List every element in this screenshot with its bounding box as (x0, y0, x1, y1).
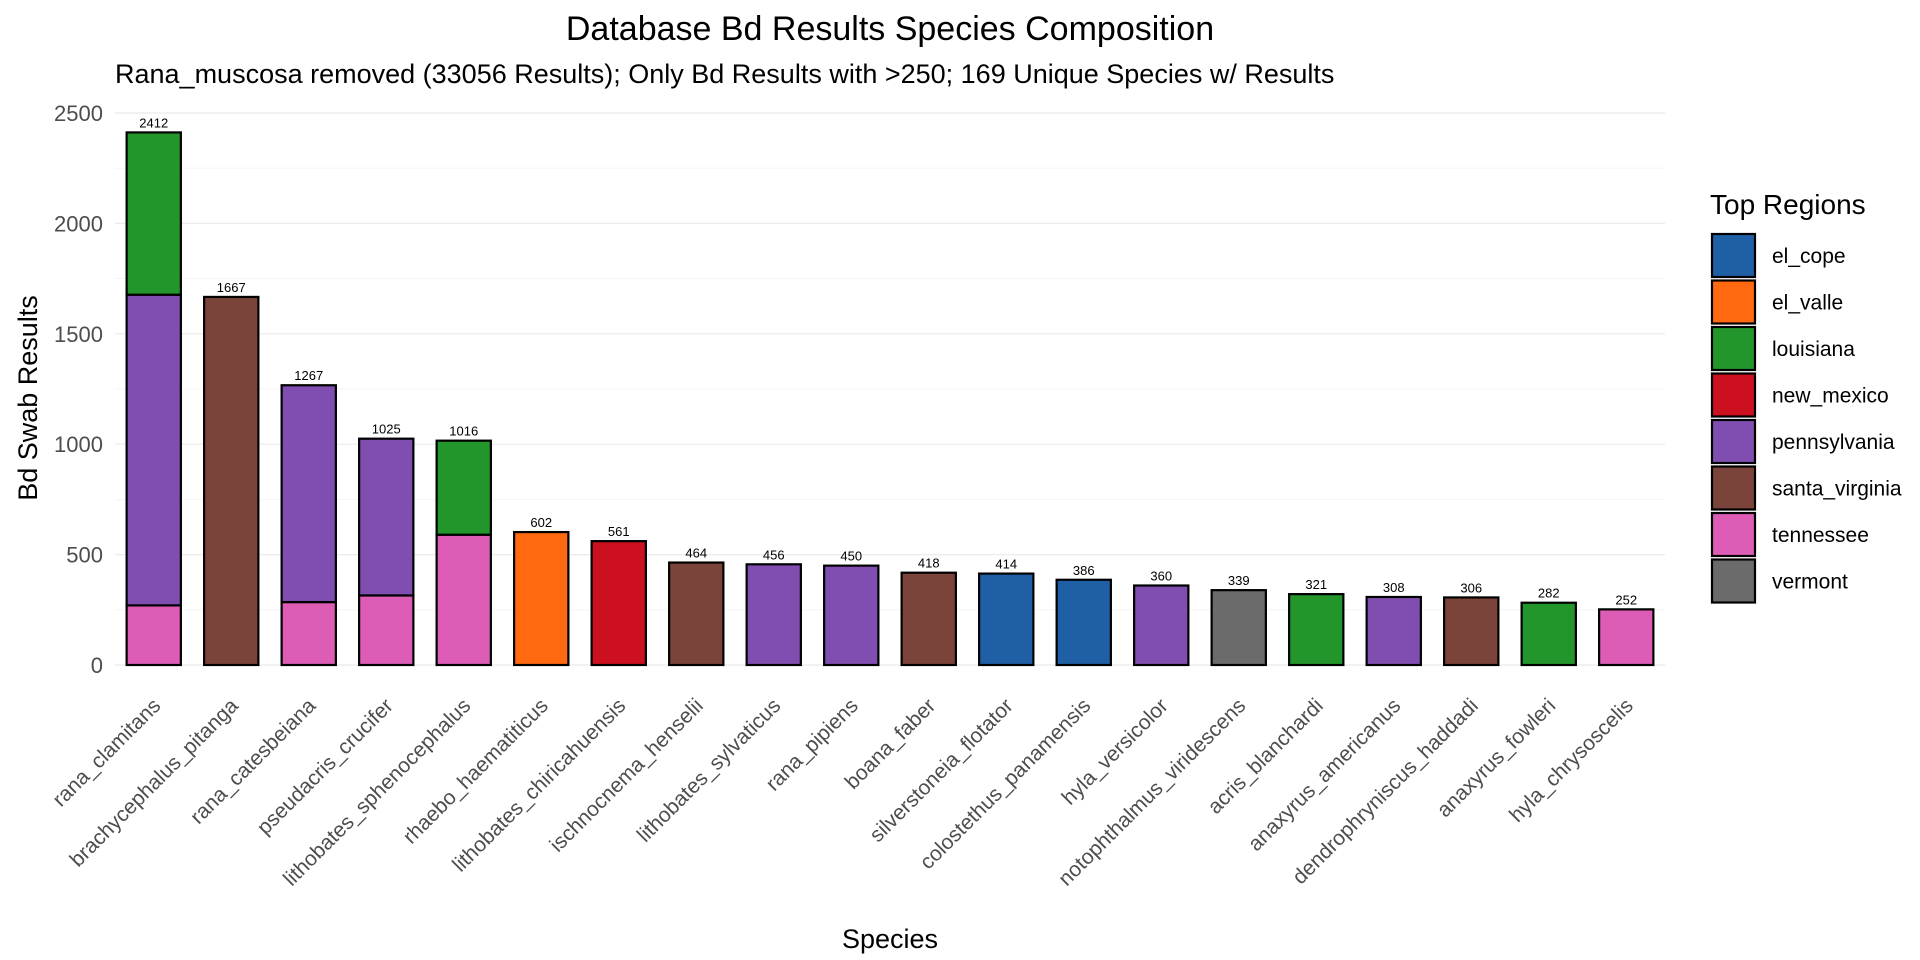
legend-label: new_mexico (1772, 385, 1889, 408)
y-tick-label: 2000 (54, 211, 103, 236)
gridlines (115, 112, 1665, 666)
bar-segment-vermont (1210, 589, 1267, 667)
bar-segment-tennessee (435, 533, 492, 667)
bar-segment-santa_virginia (203, 295, 260, 667)
bar-segment-pennsylvania (823, 564, 880, 667)
legend-label: santa_virginia (1772, 478, 1902, 501)
bar-value-label: 418 (918, 556, 940, 571)
bar-value-label: 386 (1073, 563, 1095, 578)
bar-value-label: 339 (1228, 573, 1250, 588)
legend-label: pennsylvania (1772, 431, 1895, 454)
bar-value-label: 308 (1383, 580, 1405, 595)
x-tick-label: pseudacris_crucifer (253, 694, 398, 839)
chart-title: Database Bd Results Species Composition (566, 10, 1214, 48)
chart-subtitle: Rana_muscosa removed (33056 Results); On… (115, 59, 1334, 89)
legend-label: el_valle (1772, 292, 1843, 315)
bar-segment-pennsylvania (745, 563, 802, 667)
bar-segment-santa_virginia (668, 561, 725, 667)
legend-label: vermont (1772, 571, 1848, 594)
x-axis-title: Species (842, 924, 938, 954)
bar-value-label: 360 (1150, 569, 1172, 584)
bar-segment-louisiana (1520, 601, 1577, 667)
x-tick-label: lithobates_sylvaticus (633, 694, 785, 846)
y-tick-label: 1000 (54, 432, 103, 457)
bar-segment-pennsylvania (125, 293, 182, 607)
value-labels: 2412 1667 1267 1025 1016 602 561 464 456 450 418 41… (139, 115, 1637, 607)
bar-value-label: 252 (1615, 592, 1637, 607)
x-axis-ticks: rana_clamitansbrachycephalus_pitangarana… (48, 694, 1637, 890)
bar-value-label: 602 (530, 515, 552, 530)
legend-label: louisiana (1772, 338, 1855, 361)
bars (125, 131, 1655, 667)
bar-segment-tennessee (125, 604, 182, 667)
bar-segment-tennessee (358, 594, 415, 667)
bar-value-label: 456 (763, 547, 785, 562)
bar-value-label: 464 (685, 546, 707, 561)
bar-segment-louisiana (435, 439, 492, 536)
bar-segment-louisiana (125, 131, 182, 296)
bar-segment-el_cope (1055, 578, 1112, 667)
bar-segment-tennessee (1598, 608, 1655, 667)
y-tick-label: 0 (91, 653, 103, 678)
x-tick-label: ischnocnema_henselii (545, 694, 707, 856)
y-tick-label: 1500 (54, 322, 103, 347)
legend-swatch-el_valle (1710, 279, 1757, 325)
bar-value-label: 450 (840, 549, 862, 564)
legend-items: el_cope el_valle louisiana new_mexicopennsy… (1710, 232, 1902, 604)
bar-value-label: 561 (608, 524, 630, 539)
bar-segment-pennsylvania (358, 437, 415, 597)
bar-segment-pennsylvania (280, 384, 337, 604)
bar-segment-pennsylvania (1133, 584, 1190, 667)
legend-swatch-vermont (1710, 558, 1757, 604)
legend-swatch-santa_virginia (1710, 465, 1757, 511)
legend: Top Regions el_cope el_valle louisiana new_… (1710, 189, 1902, 604)
legend-swatch-el_cope (1710, 232, 1757, 279)
x-tick-label: anaxyrus_americanus (1244, 694, 1406, 856)
legend-swatch-new_mexico (1710, 372, 1757, 418)
bar-value-label: 2412 (139, 115, 168, 130)
bar-value-label: 1267 (294, 368, 323, 383)
bar-value-label: 1667 (217, 280, 246, 295)
y-axis-ticks: 0 500 1000 1500 2000 2500 (54, 101, 103, 678)
bar-value-label: 321 (1305, 577, 1327, 592)
bar-segment-el_valle (513, 530, 570, 667)
legend-title: Top Regions (1710, 189, 1866, 220)
bar-segment-new_mexico (590, 540, 647, 667)
bar-value-label: 306 (1460, 580, 1482, 595)
legend-swatch-pennsylvania (1710, 418, 1757, 465)
legend-swatch-tennessee (1710, 511, 1757, 558)
bar-value-label: 1025 (372, 422, 401, 437)
x-tick-label: rhaebo_haematiticus (399, 694, 553, 848)
legend-swatch-louisiana (1710, 325, 1757, 372)
bar-segment-pennsylvania (1365, 595, 1422, 667)
y-axis-title: Bd Swab Results (13, 295, 43, 501)
bar-value-label: 414 (995, 557, 1017, 572)
y-tick-label: 2500 (54, 101, 103, 126)
y-tick-label: 500 (66, 543, 103, 568)
bar-segment-tennessee (280, 600, 337, 667)
bar-segment-louisiana (1288, 593, 1345, 667)
bar-value-label: 282 (1538, 586, 1560, 601)
bar-segment-santa_virginia (1443, 596, 1500, 667)
legend-label: el_cope (1772, 245, 1846, 268)
bar-segment-el_cope (978, 572, 1035, 667)
x-tick-label: silverstoneia_flotator (865, 694, 1017, 846)
bar-segment-santa_virginia (900, 571, 957, 667)
bar-value-label: 1016 (449, 424, 478, 439)
legend-label: tennessee (1772, 524, 1869, 547)
